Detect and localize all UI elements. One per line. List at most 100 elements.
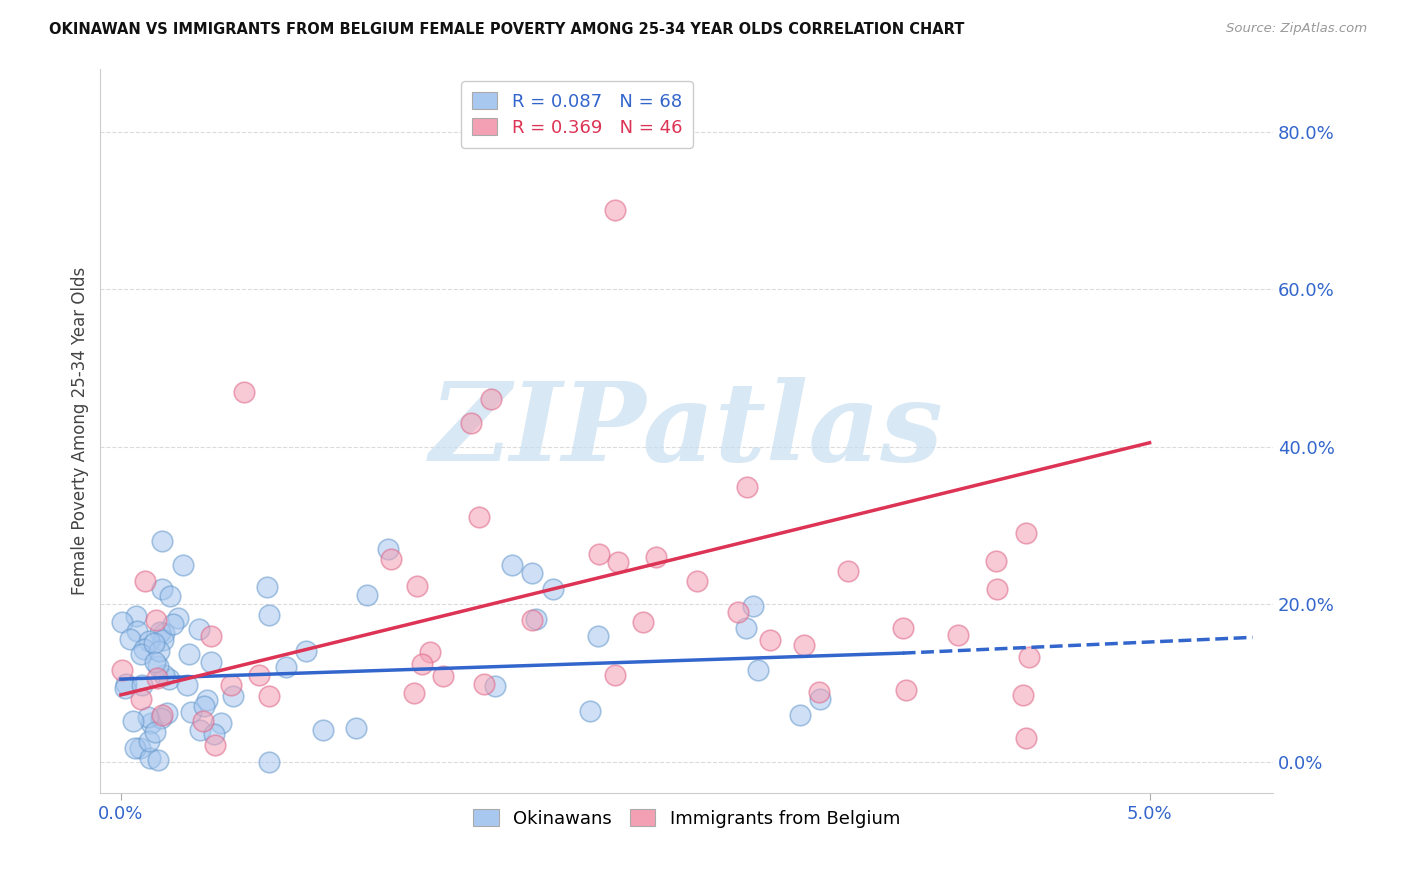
Point [948,628,970,642]
Point [524,612,547,626]
Point [411,657,433,671]
Point [180,705,202,719]
Point [131,678,153,692]
Point [134,574,156,589]
Point [134,641,156,656]
Point [153,626,176,640]
Point [810,691,832,706]
Point [143,725,166,739]
Point [152,667,174,681]
Point [644,549,666,564]
Point [152,632,174,647]
Point [380,552,402,566]
Point [200,629,222,643]
Legend: Okinawans, Immigrants from Belgium: Okinawans, Immigrants from Belgium [467,802,907,835]
Point [295,643,318,657]
Point [111,615,134,630]
Point [686,574,709,588]
Point [143,655,166,669]
Point [257,690,280,704]
Point [139,716,162,731]
Point [603,668,626,682]
Point [136,710,159,724]
Point [193,714,215,729]
Y-axis label: Female Poverty Among 25-34 Year Olds: Female Poverty Among 25-34 Year Olds [72,267,89,595]
Point [727,605,749,619]
Point [129,647,152,661]
Point [522,613,544,627]
Point [188,623,211,637]
Text: Source: ZipAtlas.com: Source: ZipAtlas.com [1226,22,1367,36]
Point [586,630,609,644]
Point [149,711,172,725]
Text: OKINAWAN VS IMMIGRANTS FROM BELGIUM FEMALE POVERTY AMONG 25-34 YEAR OLDS CORRELA: OKINAWAN VS IMMIGRANTS FROM BELGIUM FEMA… [49,22,965,37]
Point [472,677,495,691]
Point [124,740,146,755]
Point [432,668,454,682]
Point [256,580,278,594]
Point [145,613,167,627]
Point [737,480,759,494]
Point [125,624,148,639]
Point [460,416,482,430]
Point [156,706,179,720]
Point [166,611,188,625]
Point [276,660,298,674]
Point [404,685,426,699]
Point [522,566,544,580]
Point [1018,649,1040,664]
Point [138,633,160,648]
Point [484,679,506,693]
Point [603,203,626,218]
Point [257,755,280,769]
Point [219,678,242,692]
Point [541,582,564,596]
Point [633,615,655,630]
Point [233,384,256,399]
Point [193,699,215,714]
Point [150,534,173,549]
Point [172,558,194,572]
Point [204,739,226,753]
Point [837,564,859,578]
Point [111,663,134,677]
Point [222,689,245,703]
Point [149,624,172,639]
Point [114,681,136,695]
Point [986,554,1008,568]
Point [209,716,232,731]
Point [146,658,169,673]
Point [479,392,502,407]
Point [377,542,399,557]
Point [894,682,917,697]
Point [891,621,914,635]
Point [606,555,628,569]
Point [146,753,169,767]
Point [356,588,378,602]
Point [759,633,782,648]
Point [312,723,335,737]
Point [138,734,160,748]
Point [118,632,141,646]
Point [188,723,211,738]
Point [125,609,148,624]
Point [150,707,173,722]
Point [405,579,427,593]
Point [162,616,184,631]
Point [176,678,198,692]
Point [195,693,218,707]
Point [735,621,758,635]
Point [1015,526,1038,541]
Point [741,599,763,613]
Point [157,672,180,686]
Point [1012,688,1035,702]
Point [793,639,815,653]
Point [146,671,169,685]
Point [249,668,271,682]
Point [129,741,152,756]
Point [807,685,830,699]
Point [346,721,368,735]
Point [114,677,136,691]
Point [789,707,811,722]
Point [202,727,225,741]
